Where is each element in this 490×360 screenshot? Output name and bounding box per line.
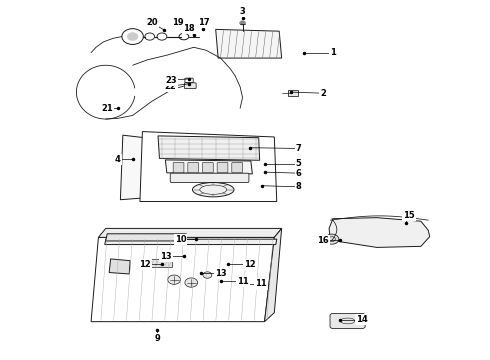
Circle shape (240, 21, 245, 25)
FancyBboxPatch shape (173, 162, 184, 173)
Polygon shape (121, 135, 169, 200)
Text: 18: 18 (183, 24, 195, 33)
Text: 16: 16 (318, 236, 329, 245)
Polygon shape (105, 239, 277, 244)
Polygon shape (265, 228, 282, 321)
FancyBboxPatch shape (202, 162, 213, 173)
FancyBboxPatch shape (289, 90, 298, 96)
Text: 13: 13 (215, 269, 226, 278)
Polygon shape (329, 218, 430, 247)
Polygon shape (165, 160, 252, 174)
Text: 11: 11 (255, 279, 267, 288)
Circle shape (127, 33, 138, 41)
Text: 17: 17 (197, 18, 209, 27)
Text: 10: 10 (175, 235, 186, 244)
Text: 5: 5 (296, 159, 302, 168)
Polygon shape (91, 237, 274, 321)
Circle shape (325, 234, 339, 244)
FancyBboxPatch shape (144, 260, 172, 267)
Text: 20: 20 (147, 18, 158, 27)
Text: 19: 19 (172, 18, 184, 27)
Circle shape (203, 272, 212, 278)
Text: 22: 22 (165, 82, 176, 91)
Text: 7: 7 (296, 144, 302, 153)
Circle shape (185, 278, 197, 287)
Text: 8: 8 (296, 182, 302, 191)
Polygon shape (216, 30, 282, 58)
Text: 9: 9 (154, 334, 160, 343)
Text: 6: 6 (296, 169, 302, 178)
Text: 12: 12 (139, 260, 151, 269)
FancyBboxPatch shape (170, 173, 249, 183)
Text: 1: 1 (330, 48, 336, 57)
Text: 13: 13 (160, 252, 172, 261)
Text: 21: 21 (101, 104, 113, 113)
Polygon shape (98, 228, 282, 237)
Text: 4: 4 (115, 155, 121, 164)
Text: 11: 11 (237, 276, 248, 285)
Polygon shape (106, 234, 186, 241)
Text: 3: 3 (240, 7, 245, 16)
Text: 12: 12 (244, 260, 256, 269)
Circle shape (168, 275, 180, 284)
Polygon shape (109, 259, 130, 274)
Text: 14: 14 (356, 315, 368, 324)
Text: 23: 23 (165, 76, 176, 85)
FancyBboxPatch shape (188, 162, 198, 173)
Polygon shape (158, 136, 260, 160)
Text: 2: 2 (320, 89, 326, 98)
FancyBboxPatch shape (217, 162, 228, 173)
FancyBboxPatch shape (184, 83, 196, 89)
Polygon shape (140, 132, 277, 202)
FancyBboxPatch shape (330, 314, 365, 328)
Text: 15: 15 (403, 211, 415, 220)
Ellipse shape (193, 183, 234, 197)
FancyBboxPatch shape (232, 162, 243, 173)
